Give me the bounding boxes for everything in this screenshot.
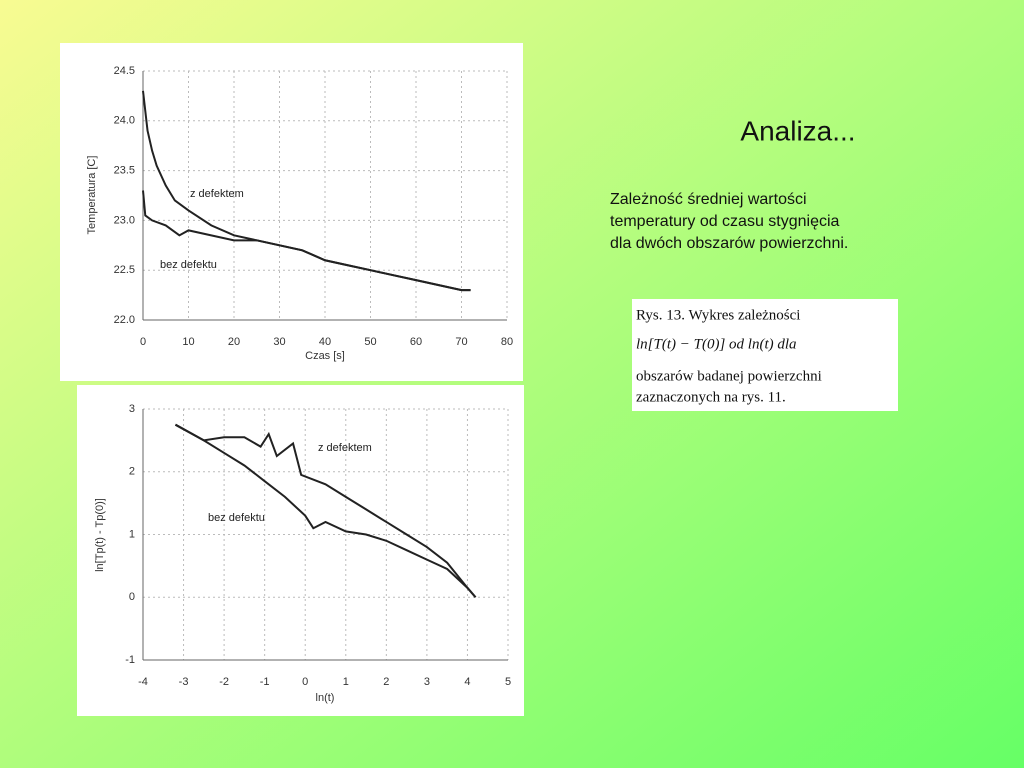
- y-tick-label: 1: [129, 528, 135, 540]
- x-tick-label: 80: [501, 336, 513, 348]
- series-label: z defektem: [318, 442, 372, 454]
- series-label: bez defektu: [208, 512, 265, 524]
- x-tick-label: 1: [343, 676, 349, 688]
- slide-title: Analiza...: [740, 115, 855, 146]
- x-tick-label: 40: [319, 336, 331, 348]
- line: [174, 423, 477, 598]
- x-tick-label: 10: [182, 336, 194, 348]
- x-tick-label: -3: [179, 676, 189, 688]
- description: temperatury od czasu stygnięcia: [610, 213, 840, 230]
- x-tick-label: -4: [138, 676, 148, 688]
- y-tick-label: 3: [129, 403, 135, 415]
- caption: ln[T(t) − T(0)] od ln(t) dla: [636, 336, 797, 352]
- chart-panel: [77, 385, 524, 716]
- series-label: z defektem: [190, 188, 244, 200]
- x-tick-label: 5: [505, 676, 511, 688]
- x-axis-label: ln(t): [316, 692, 335, 704]
- y-tick-label: 23.5: [114, 165, 135, 177]
- x-tick-label: -2: [219, 676, 229, 688]
- caption: zaznaczonych na rys. 11.: [636, 389, 786, 405]
- x-tick-label: 70: [455, 336, 467, 348]
- y-tick-label: 22.5: [114, 264, 135, 276]
- y-tick-label: -1: [125, 654, 135, 666]
- description: Zależność średniej wartości: [610, 191, 807, 208]
- y-tick-label: 24.0: [114, 115, 135, 127]
- x-tick-label: -1: [260, 676, 270, 688]
- y-tick-label: 22.0: [114, 314, 135, 326]
- x-tick-label: 20: [228, 336, 240, 348]
- y-tick-label: 0: [129, 591, 135, 603]
- description: dla dwóch obszarów powierzchni.: [610, 235, 848, 252]
- y-tick-label: 2: [129, 466, 135, 478]
- x-tick-label: 0: [302, 676, 308, 688]
- x-axis-label: Czas [s]: [305, 350, 345, 362]
- x-tick-label: 60: [410, 336, 422, 348]
- y-tick-label: 23.0: [114, 214, 135, 226]
- series-label: bez defektu: [160, 259, 217, 271]
- x-tick-label: 2: [383, 676, 389, 688]
- x-tick-label: 4: [464, 676, 470, 688]
- x-tick-label: 0: [140, 336, 146, 348]
- y-tick-label: 24.5: [114, 65, 135, 77]
- line: [142, 190, 471, 292]
- line: [174, 423, 477, 598]
- caption: Rys. 13. Wykres zależności: [636, 307, 800, 323]
- x-tick-label: 50: [364, 336, 376, 348]
- x-tick-label: 3: [424, 676, 430, 688]
- y-axis-label: Temperatura [C]: [86, 156, 98, 235]
- chart-panel: [60, 43, 523, 381]
- y-axis-label: ln[Tp(t) - Tp(0)]: [94, 498, 106, 572]
- caption-box: [632, 299, 898, 411]
- x-tick-label: 30: [273, 336, 285, 348]
- caption: obszarów badanej powierzchni: [636, 368, 822, 384]
